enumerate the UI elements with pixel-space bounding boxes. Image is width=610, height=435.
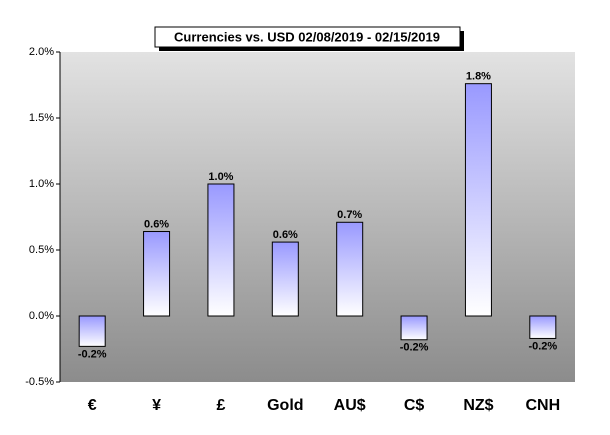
plot-area [60,52,575,382]
value-label: 0.6% [144,218,169,230]
bar [464,83,492,317]
bar [143,231,171,317]
value-label: 0.6% [273,229,298,241]
x-tick-label: € [88,397,97,414]
y-tick-label: 1.0% [29,178,54,190]
bar [400,315,428,341]
value-label: 1.0% [208,171,233,183]
y-tick-label: 1.5% [29,112,54,124]
value-label: -0.2% [78,348,107,360]
bar [336,221,364,317]
x-tick-label: AU$ [334,397,366,414]
x-tick-label: CNH [525,397,560,414]
value-label: 1.8% [466,71,491,83]
y-tick-label: 0.0% [29,310,54,322]
chart-title: Currencies vs. USD 02/08/2019 - 02/15/20… [174,29,440,44]
x-tick-label: NZ$ [463,397,493,414]
x-tick-label: C$ [404,397,425,414]
bar [78,315,106,347]
y-tick-label: 0.5% [29,244,54,256]
x-tick-label: ¥ [152,397,161,414]
x-tick-label: £ [216,397,225,414]
x-tick-label: Gold [267,397,303,414]
value-label: -0.2% [528,340,557,352]
value-label: -0.2% [400,342,429,354]
value-label: 0.7% [337,209,362,221]
y-tick-label: -0.5% [25,376,54,388]
title-box [154,26,461,48]
bar [207,183,235,317]
bar [271,241,299,317]
bar [529,315,557,339]
y-tick-label: 2.0% [29,46,54,58]
